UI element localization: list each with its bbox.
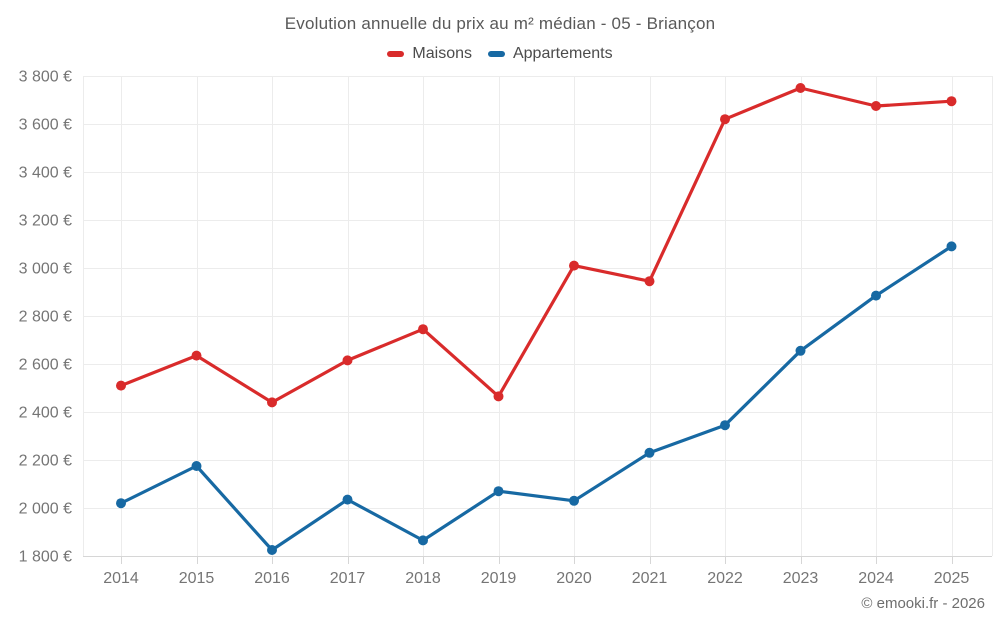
y-axis-tick-label: 2 600 € (19, 357, 72, 374)
appartements-point-2016[interactable] (267, 545, 277, 555)
x-axis-tick-label: 2021 (632, 570, 668, 587)
maisons-point-2017[interactable] (342, 355, 353, 366)
maisons-point-2024[interactable] (871, 101, 881, 111)
maisons-point-2018[interactable] (418, 324, 428, 335)
legend-item-maisons[interactable]: Maisons (387, 45, 472, 63)
y-axis-tick-label: 2 000 € (19, 501, 72, 518)
appartements-point-2014[interactable] (116, 498, 126, 509)
x-axis-tick-label: 2017 (330, 570, 366, 587)
appartements-point-2025[interactable] (946, 241, 957, 252)
x-axis-tick-label: 2022 (707, 570, 743, 587)
x-axis-tick-label: 2016 (254, 570, 290, 587)
appartements-point-2023[interactable] (795, 345, 806, 356)
appartements-point-2018[interactable] (418, 535, 428, 546)
maisons-point-2022[interactable] (720, 114, 730, 125)
appartements-point-2017[interactable] (342, 494, 353, 505)
maisons-point-2021[interactable] (644, 276, 655, 287)
y-axis-tick-label: 3 000 € (19, 261, 72, 278)
maisons-point-2020[interactable] (569, 260, 579, 271)
x-axis-tick-label: 2019 (481, 570, 517, 587)
maisons-line (119, 86, 954, 404)
x-axis-tick-label: 2023 (783, 570, 819, 587)
appartements-point-2024[interactable] (871, 290, 881, 301)
y-axis-tick-label: 3 800 € (19, 69, 72, 86)
y-axis-tick-label: 3 200 € (19, 213, 72, 230)
chart-title: Evolution annuelle du prix au m² médian … (284, 14, 716, 33)
maisons-point-2023[interactable] (795, 83, 806, 93)
y-axis-tick-label: 3 400 € (19, 165, 72, 182)
x-axis-tick-label: 2020 (556, 570, 592, 587)
maisons-point-2014[interactable] (116, 380, 126, 391)
y-axis-tick-label: 1 800 € (19, 549, 72, 566)
x-axis-tick-label: 2015 (179, 570, 215, 587)
appartements-point-2015[interactable] (191, 461, 202, 471)
y-axis-tick-label: 3 600 € (19, 117, 72, 134)
x-axis-tick-label: 2025 (934, 570, 970, 587)
appartements-line (119, 244, 954, 552)
x-axis-tick-label: 2014 (103, 570, 139, 587)
appartements-legend-marker-icon (487, 51, 505, 57)
appartements-point-2022[interactable] (720, 420, 730, 431)
y-axis-tick-label: 2 400 € (19, 405, 72, 422)
x-axis-tick-label: 2018 (405, 570, 441, 587)
legend-item-appartements[interactable]: Appartements (487, 45, 613, 63)
maisons-point-2016[interactable] (267, 397, 277, 408)
chart-legend: Maisons Appartements (0, 45, 1000, 63)
maisons-point-2025[interactable] (946, 96, 957, 107)
appartements-point-2021[interactable] (644, 447, 655, 458)
y-axis-tick-label: 2 800 € (19, 309, 72, 326)
copyright-footer: © emooki.fr - 2026 (861, 595, 985, 612)
maisons-legend-label: Maisons (412, 45, 472, 62)
maisons-point-2019[interactable] (493, 391, 504, 402)
x-axis-tick-label: 2024 (858, 570, 894, 587)
appartements-point-2020[interactable] (569, 495, 579, 506)
y-axis-tick-label: 2 200 € (19, 453, 72, 470)
appartements-point-2019[interactable] (493, 486, 504, 497)
maisons-legend-marker-icon (387, 51, 405, 57)
maisons-point-2015[interactable] (191, 350, 202, 361)
appartements-legend-label: Appartements (512, 45, 613, 62)
